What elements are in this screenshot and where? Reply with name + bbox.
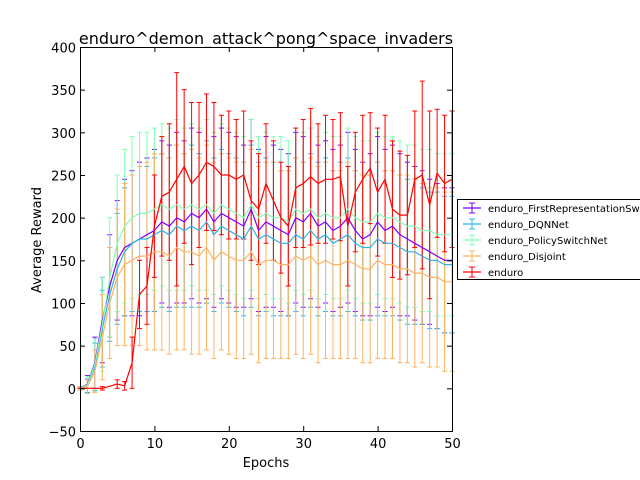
series-line-1 bbox=[79, 220, 452, 389]
plot-frame bbox=[80, 47, 453, 432]
y-ticks: −50 0 50 100 150 200 250 300 350 400 bbox=[49, 42, 452, 441]
legend-label: enduro_PolicySwitchNet bbox=[488, 236, 608, 247]
x-tick-label: 20 bbox=[221, 437, 238, 452]
legend-box bbox=[457, 199, 640, 280]
legend-entry: enduro_Disjoint bbox=[463, 250, 566, 263]
y-tick-label: 50 bbox=[59, 340, 76, 355]
y-tick-label: 300 bbox=[51, 127, 76, 142]
y-tick-label: 200 bbox=[51, 212, 76, 227]
legend-label: enduro_Disjoint bbox=[488, 252, 566, 263]
x-ticks: 0 10 20 30 40 50 bbox=[76, 47, 461, 452]
y-tick-label: 0 bbox=[68, 383, 76, 398]
legend: enduro_FirstRepresentationSwitchNetendur… bbox=[457, 199, 640, 280]
series-line-0 bbox=[79, 207, 452, 389]
x-axis-label: Epochs bbox=[243, 456, 290, 471]
x-tick-label: 0 bbox=[76, 437, 84, 452]
x-tick-label: 30 bbox=[295, 437, 312, 452]
x-tick-label: 50 bbox=[444, 437, 461, 452]
y-tick-label: −50 bbox=[49, 426, 76, 441]
y-axis-label: Average Reward bbox=[30, 187, 45, 293]
legend-label: enduro_DQNNet bbox=[488, 220, 569, 231]
chart-title: enduro^demon_attack^pong^space_invaders bbox=[79, 29, 453, 49]
legend-label: enduro_FirstRepresentationSwitchNet bbox=[488, 204, 640, 215]
legend-entry: enduro_PolicySwitchNet bbox=[463, 234, 608, 247]
series-line-3 bbox=[79, 246, 452, 389]
y-tick-label: 100 bbox=[51, 298, 76, 313]
y-tick-label: 150 bbox=[51, 255, 76, 270]
legend-label: enduro bbox=[488, 268, 523, 279]
y-tick-label: 350 bbox=[51, 84, 76, 99]
legend-entry: enduro bbox=[463, 266, 523, 279]
x-tick-label: 40 bbox=[370, 437, 387, 452]
legend-entry: enduro_FirstRepresentationSwitchNet bbox=[463, 202, 640, 215]
x-tick-label: 10 bbox=[147, 437, 164, 452]
legend-entry: enduro_DQNNet bbox=[463, 218, 569, 231]
series-lines bbox=[79, 161, 453, 389]
series-line-4 bbox=[80, 161, 453, 389]
y-tick-label: 250 bbox=[51, 170, 76, 185]
series-line-2 bbox=[79, 203, 452, 389]
y-tick-label: 400 bbox=[51, 42, 76, 57]
